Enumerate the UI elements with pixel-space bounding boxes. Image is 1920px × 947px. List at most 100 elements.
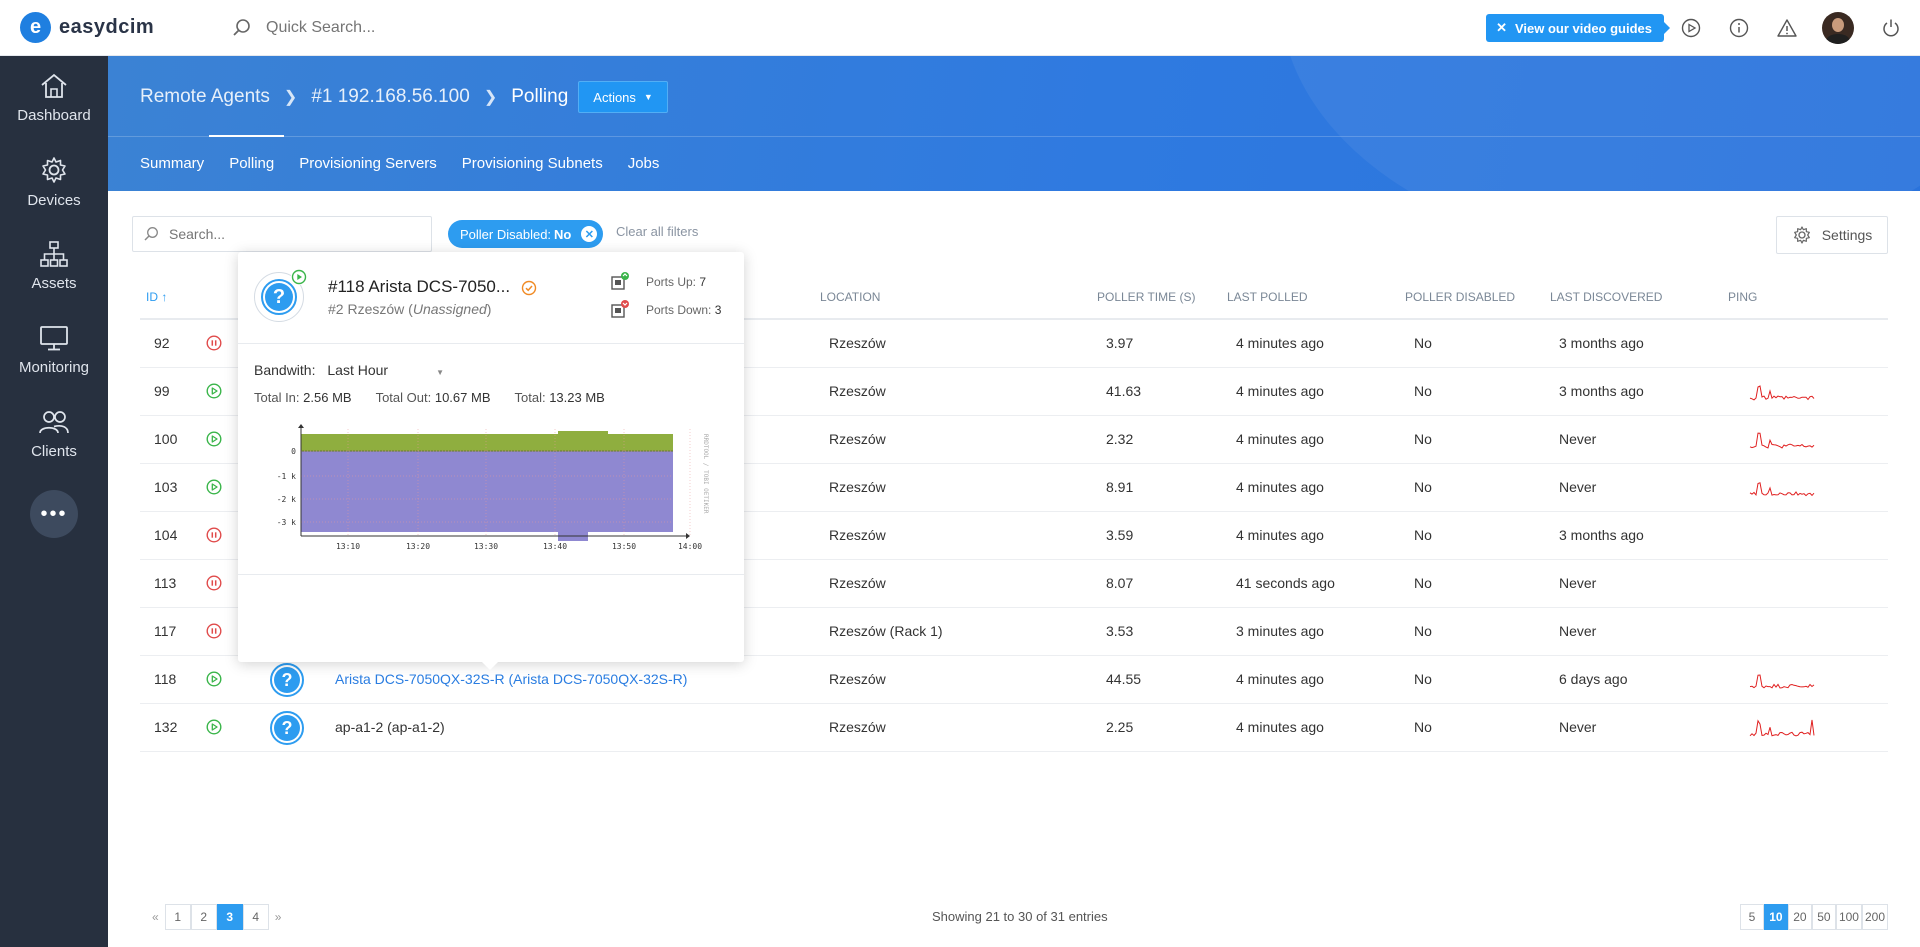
page-1[interactable]: 1 xyxy=(164,904,191,930)
status-running-icon[interactable] xyxy=(206,719,222,738)
sidebar-item-monitoring[interactable]: Monitoring xyxy=(0,308,108,392)
divider xyxy=(108,136,1920,137)
status-paused-icon[interactable] xyxy=(206,623,222,642)
breadcrumb-current: Polling xyxy=(511,86,569,107)
per-page-200[interactable]: 200 xyxy=(1861,904,1888,930)
sidebar-item-clients[interactable]: Clients xyxy=(0,392,108,476)
search-icon xyxy=(144,227,158,241)
tab-jobs[interactable]: Jobs xyxy=(627,155,660,172)
column-header-last-polled[interactable]: LAST POLLED xyxy=(1227,290,1308,304)
table-row[interactable]: 132? ap-a1-2 (ap-a1-2) Rzeszów 2.25 4 minute… xyxy=(140,704,1888,752)
cell-poller-disabled: No xyxy=(1414,671,1432,687)
per-page-100[interactable]: 100 xyxy=(1835,904,1862,930)
remove-filter-icon[interactable]: ✕ xyxy=(581,226,598,242)
table-row[interactable]: 104 Rzeszów 3.59 4 minutes ago No 3 months ag… xyxy=(140,512,1888,560)
table-search-input[interactable] xyxy=(169,226,409,242)
cell-last-polled: 4 minutes ago xyxy=(1236,479,1324,495)
per-page-20[interactable]: 20 xyxy=(1787,904,1812,930)
settings-button[interactable]: Settings xyxy=(1776,216,1888,254)
sidebar-item-assets[interactable]: Assets xyxy=(0,224,108,308)
actions-label: Actions xyxy=(593,89,636,105)
cell-location: Rzeszów xyxy=(829,671,886,687)
play-icon[interactable] xyxy=(1680,17,1702,39)
prev-page-icon[interactable]: « xyxy=(152,910,159,924)
cell-last-discovered: Never xyxy=(1559,623,1597,639)
close-icon[interactable]: ✕ xyxy=(1496,20,1507,35)
total-out: Total Out: 10.67 MB xyxy=(376,390,491,405)
tab-polling[interactable]: Polling xyxy=(209,135,285,191)
status-running-icon[interactable] xyxy=(206,671,222,690)
warning-icon[interactable] xyxy=(1776,17,1798,39)
table-row[interactable]: 99 Rzeszów 41.63 4 minutes ago No 3 months ag… xyxy=(140,368,1888,416)
column-header-poller-disabled[interactable]: POLLER DISABLED xyxy=(1405,290,1516,304)
ping-sparkline xyxy=(1748,476,1816,505)
filter-bar: Poller Disabled: No ✕ Clear all filters … xyxy=(132,216,1888,254)
question-icon: ? xyxy=(265,283,293,311)
page-2[interactable]: 2 xyxy=(190,904,217,930)
table-row[interactable]: 103 Rzeszów 8.91 4 minutes ago No Never xyxy=(140,464,1888,512)
tab-provisioning-subnets[interactable]: Provisioning Subnets xyxy=(461,155,603,172)
status-paused-icon[interactable] xyxy=(206,575,222,594)
video-guides-button[interactable]: ✕ View our video guides xyxy=(1486,14,1670,42)
column-header-location[interactable]: LOCATION xyxy=(820,290,881,304)
column-header-id[interactable]: ID ↑ xyxy=(146,290,168,304)
power-icon[interactable] xyxy=(1880,17,1902,39)
column-header-ping[interactable]: PING xyxy=(1728,290,1758,304)
cell-last-discovered: Never xyxy=(1559,479,1597,495)
status-paused-icon[interactable] xyxy=(206,335,222,354)
per-page-50[interactable]: 50 xyxy=(1811,904,1836,930)
table-row[interactable]: 92 Rzeszów 3.97 4 minutes ago No 3 months ago xyxy=(140,320,1888,368)
cell-poller-time: 3.59 xyxy=(1106,527,1134,543)
status-running-icon[interactable] xyxy=(206,431,222,450)
table-row[interactable]: 117 Rzeszów (Rack 1) 3.53 3 minutes ago No Ne… xyxy=(140,608,1888,656)
breadcrumb-agent[interactable]: #1 192.168.56.100 xyxy=(311,86,470,107)
per-page-10[interactable]: 10 xyxy=(1763,904,1788,930)
pagination: « 1 2 3 4 » xyxy=(146,904,287,930)
sidebar-item-label: Dashboard xyxy=(17,107,91,124)
ports-down-value: 3 xyxy=(714,303,722,317)
clear-filters-link[interactable]: Clear all filters xyxy=(616,224,699,239)
more-menu-button[interactable]: ••• xyxy=(30,490,78,538)
column-header-poller-time[interactable]: POLLER TIME (S) xyxy=(1097,290,1196,304)
table-row[interactable]: 100 Rzeszów 2.32 4 minutes ago No Never xyxy=(140,416,1888,464)
quick-search-input[interactable] xyxy=(266,18,566,37)
cell-id: 118 xyxy=(154,671,177,687)
table-search xyxy=(132,216,432,252)
next-page-icon[interactable]: » xyxy=(274,910,282,924)
avatar[interactable] xyxy=(1822,12,1854,44)
cell-poller-disabled: No xyxy=(1414,431,1432,447)
sitemap-icon xyxy=(40,241,68,267)
status-paused-icon[interactable] xyxy=(206,527,222,546)
sidebar-item-dashboard[interactable]: Dashboard xyxy=(0,56,108,140)
question-icon: ? xyxy=(274,715,300,741)
port-summary: Ports Up: 7 Ports Down: 3 xyxy=(610,268,721,324)
sidebar-item-devices[interactable]: Devices xyxy=(0,140,108,224)
popup-header: ? #118 Arista DCS-7050... #2 Rzeszów (Un… xyxy=(238,252,744,344)
cell-last-discovered: Never xyxy=(1559,719,1597,735)
tab-summary[interactable]: Summary xyxy=(140,155,205,172)
tab-provisioning-servers[interactable]: Provisioning Servers xyxy=(299,155,437,172)
x-tick-label: 14:00 xyxy=(678,542,702,551)
total-value: 13.23 MB xyxy=(549,390,605,405)
page-3[interactable]: 3 xyxy=(216,904,243,930)
status-running-icon[interactable] xyxy=(206,383,222,402)
per-page-5[interactable]: 5 xyxy=(1739,904,1764,930)
breadcrumb-remote-agents[interactable]: Remote Agents xyxy=(140,86,270,107)
bandwidth-out-area xyxy=(301,451,673,541)
cell-id: 92 xyxy=(154,335,170,351)
actions-dropdown-button[interactable]: Actions ▼ xyxy=(578,81,668,113)
page-4[interactable]: 4 xyxy=(242,904,269,930)
filter-chip-poller-disabled[interactable]: Poller Disabled: No ✕ xyxy=(448,220,604,248)
cell-poller-disabled: No xyxy=(1414,527,1432,543)
logo[interactable]: e easydcim xyxy=(20,12,210,43)
info-icon[interactable] xyxy=(1728,17,1750,39)
device-name[interactable]: ap-a1-2 (ap-a1-2) xyxy=(335,719,445,735)
table-row[interactable]: 113 Rzeszów 8.07 41 seconds ago No Never xyxy=(140,560,1888,608)
status-running-icon[interactable] xyxy=(206,479,222,498)
table-row[interactable]: 118? Arista DCS-7050QX-32S-R (Arista DCS-… xyxy=(140,656,1888,704)
popup-device-title[interactable]: #118 Arista DCS-7050... xyxy=(328,277,537,297)
bandwidth-range-select[interactable]: Last Hour ▼ xyxy=(327,362,444,378)
ping-sparkline xyxy=(1748,716,1816,745)
device-name[interactable]: Arista DCS-7050QX-32S-R (Arista DCS-7050… xyxy=(335,671,688,687)
column-header-last-discovered[interactable]: LAST DISCOVERED xyxy=(1550,290,1663,304)
